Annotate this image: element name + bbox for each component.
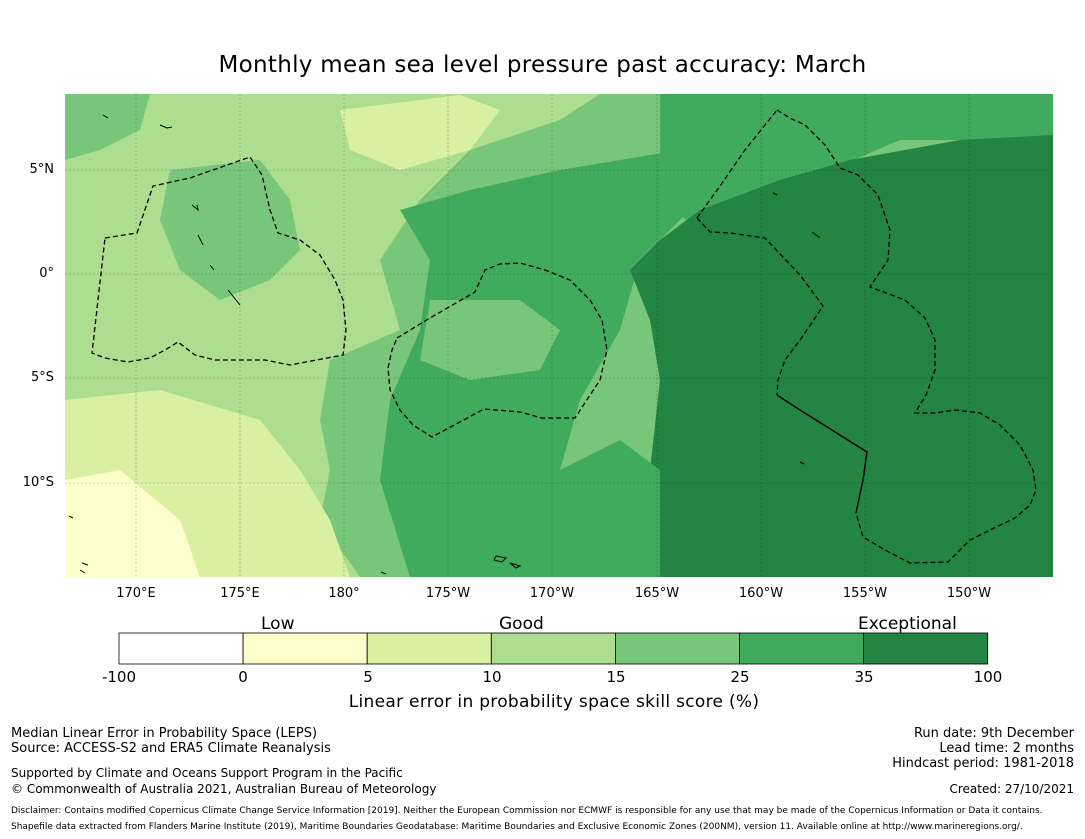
lead-time: Lead time: 2 months — [939, 741, 1074, 756]
island — [227, 289, 241, 306]
field-region-west-island — [160, 160, 300, 300]
island — [799, 461, 805, 465]
hindcast-period: Hindcast period: 1981-2018 — [892, 756, 1074, 771]
run-date: Run date: 9th December — [913, 726, 1074, 741]
lat-label-5n: 5°N — [29, 162, 55, 177]
island — [509, 562, 522, 569]
field-region-north-light — [340, 95, 500, 170]
field-region-nw — [65, 94, 150, 160]
colorbar-category-exceptional: Exceptional — [858, 614, 957, 634]
colorbar-swatch — [615, 632, 740, 665]
islands — [68, 114, 821, 575]
lon-label-150w: 150°W — [946, 586, 992, 601]
field-region-central-pocket — [420, 300, 560, 380]
lon-label-155w: 155°W — [842, 586, 888, 601]
lat-label-10s: 10°S — [22, 475, 54, 490]
map-title: Monthly mean sea level pressure past acc… — [218, 52, 867, 78]
eez-phoenix-islands — [387, 262, 608, 438]
island — [493, 555, 508, 563]
colorbar-tick: 15 — [606, 668, 626, 686]
shapefile-credit: Shapefile data extracted from Flanders M… — [11, 822, 1023, 832]
colorbar-swatch — [242, 632, 368, 665]
lon-label-170w: 170°W — [529, 586, 575, 601]
lat-label-5s: 5°S — [30, 370, 54, 385]
eez-line-islands — [696, 109, 1037, 564]
eez-boundaries — [91, 109, 1037, 564]
lon-label-165w: 165°W — [634, 586, 680, 601]
colorbar-tick: 35 — [854, 668, 874, 686]
island — [79, 562, 89, 574]
skill-field — [65, 94, 1053, 577]
colorbar-swatch — [863, 632, 989, 665]
field-region-exceptional — [630, 135, 1053, 577]
island — [68, 515, 74, 519]
disclaimer: Disclaimer: Contains modified Copernicus… — [11, 806, 1043, 816]
colorbar-category-low: Low — [261, 614, 295, 634]
lon-label-170e: 170°E — [116, 586, 156, 601]
colorbar — [118, 632, 989, 665]
colorbar-swatch — [366, 632, 492, 665]
copyright: © Commonwealth of Australia 2021, Austra… — [11, 782, 437, 796]
data-source: Source: ACCESS-S2 and ERA5 Climate Reana… — [11, 741, 331, 756]
eez-kiribati-gilbert — [91, 156, 347, 366]
support-credit: Supported by Climate and Oceans Support … — [11, 766, 403, 780]
island — [197, 234, 204, 246]
colorbar-tick: 100 — [973, 668, 1003, 686]
colorbar-tick: 10 — [482, 668, 502, 686]
field-region-south-light — [230, 480, 320, 577]
lon-label-180: 180° — [328, 586, 360, 601]
colorbar-tick: -100 — [101, 668, 137, 686]
island — [159, 124, 173, 129]
colorbar-swatch — [118, 632, 244, 665]
colorbar-tick: 0 — [238, 668, 248, 686]
field-region-south-mid — [560, 440, 660, 577]
colorbar-tick: 25 — [730, 668, 750, 686]
island — [811, 231, 821, 239]
colorbar-swatch — [490, 632, 616, 665]
lat-label-0: 0° — [39, 266, 54, 281]
island — [191, 204, 199, 212]
colorbar-category-good: Good — [499, 614, 544, 634]
map-grid — [65, 94, 1053, 577]
island — [209, 264, 215, 271]
lon-label-175w: 175°W — [425, 586, 471, 601]
colorbar-tick: 5 — [363, 668, 373, 686]
created-date: Created: 27/10/2021 — [949, 782, 1074, 796]
colorbar-swatch — [739, 632, 864, 665]
island — [102, 114, 109, 119]
leps-description: Median Linear Error in Probability Space… — [11, 726, 318, 741]
colorbar-label: Linear error in probability space skill … — [348, 692, 760, 712]
island — [772, 192, 778, 196]
lon-label-160w: 160°W — [738, 586, 784, 601]
eez-solid-boundary — [776, 394, 868, 514]
island — [380, 571, 387, 575]
field-region-low — [65, 470, 200, 577]
lon-label-175e: 175°E — [220, 586, 260, 601]
